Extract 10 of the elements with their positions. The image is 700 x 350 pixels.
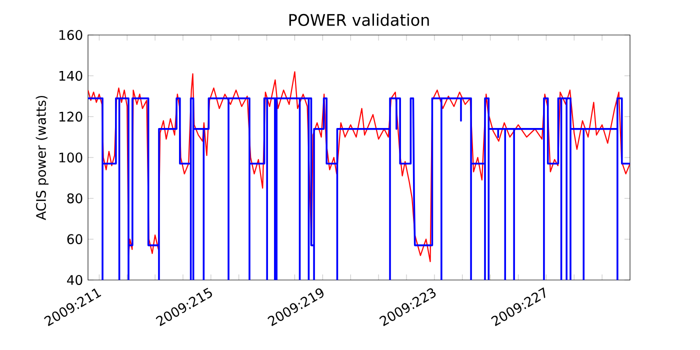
y-axis-title: ACIS power (watts) [36, 96, 49, 220]
y-tick-label: 40 [67, 275, 82, 285]
y-tick-label: 80 [67, 193, 82, 204]
y-tick-label: 60 [67, 234, 82, 244]
y-tick-label: 120 [59, 112, 82, 122]
line-series [88, 97, 630, 280]
y-tick-label: 140 [59, 70, 82, 81]
y-tick-label: 160 [59, 30, 82, 40]
chart-title: POWER validation [289, 14, 429, 26]
y-tick-label: 100 [59, 152, 82, 162]
